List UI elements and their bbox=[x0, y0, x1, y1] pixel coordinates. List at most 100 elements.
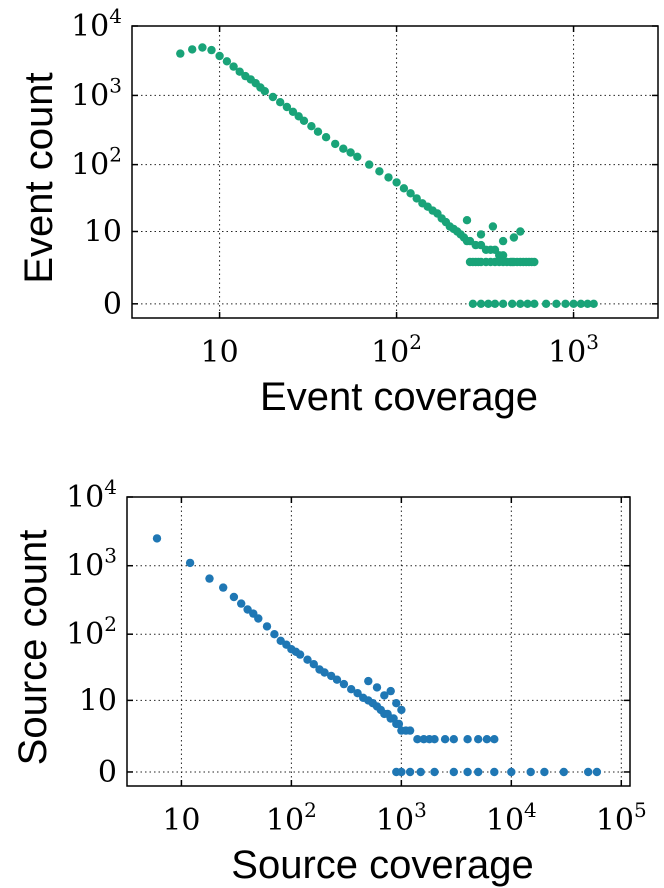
data-point bbox=[412, 194, 421, 203]
data-point bbox=[339, 679, 349, 689]
data-point bbox=[270, 630, 279, 639]
y-tick-label: 0 bbox=[98, 755, 117, 790]
data-point bbox=[405, 726, 415, 735]
data-point bbox=[413, 735, 422, 744]
data-point bbox=[372, 683, 382, 692]
data-point bbox=[219, 583, 228, 592]
data-point bbox=[353, 152, 362, 161]
data-point bbox=[406, 189, 415, 198]
data-point bbox=[498, 236, 508, 246]
data-point bbox=[321, 133, 331, 142]
data-point bbox=[222, 57, 232, 66]
data-point bbox=[262, 622, 272, 631]
data-point bbox=[229, 592, 239, 602]
y-tick-label: 102 bbox=[71, 143, 122, 183]
x-tick-label: 10 bbox=[200, 335, 238, 370]
data-point bbox=[394, 719, 404, 729]
data-point bbox=[592, 767, 602, 777]
data-point bbox=[488, 222, 498, 231]
data-point bbox=[508, 299, 517, 308]
x-tick-label: 104 bbox=[486, 798, 537, 838]
data-point bbox=[268, 92, 278, 102]
data-point bbox=[299, 116, 309, 126]
data-point bbox=[541, 299, 551, 308]
data-point bbox=[561, 299, 570, 308]
data-point bbox=[282, 102, 292, 112]
x-tick-label: 105 bbox=[596, 798, 647, 838]
data-point bbox=[526, 767, 535, 777]
data-point bbox=[584, 767, 593, 777]
data-point bbox=[482, 735, 492, 744]
data-point bbox=[364, 676, 373, 686]
data-point bbox=[397, 705, 406, 715]
data-point bbox=[303, 655, 312, 664]
data-point bbox=[215, 51, 224, 61]
data-point bbox=[347, 685, 356, 694]
data-point bbox=[320, 668, 329, 677]
plot-frame bbox=[126, 496, 631, 787]
data-point bbox=[384, 173, 393, 182]
data-point bbox=[530, 299, 539, 308]
x-axis-label: Source coverage bbox=[231, 843, 533, 887]
x-axis-label: Event coverage bbox=[260, 375, 538, 419]
data-point bbox=[490, 735, 499, 744]
data-point bbox=[229, 62, 238, 71]
data-point bbox=[484, 299, 493, 308]
data-point bbox=[176, 49, 185, 58]
data-point bbox=[498, 299, 508, 308]
data-point bbox=[237, 599, 246, 608]
data-point bbox=[474, 735, 483, 744]
data-point bbox=[430, 767, 439, 777]
data-point bbox=[313, 127, 323, 136]
x-tick-label: 103 bbox=[376, 798, 427, 838]
y-tick-label: 10 bbox=[84, 214, 122, 249]
scatter-points bbox=[176, 43, 598, 308]
data-point bbox=[476, 299, 486, 308]
data-point bbox=[576, 299, 586, 308]
x-tick-label: 102 bbox=[266, 798, 317, 838]
data-point bbox=[392, 178, 401, 187]
data-point bbox=[474, 767, 483, 777]
data-point bbox=[440, 735, 450, 744]
data-point bbox=[476, 230, 486, 239]
data-point bbox=[416, 767, 425, 777]
data-point bbox=[463, 767, 472, 777]
data-point bbox=[276, 98, 285, 107]
data-point bbox=[307, 122, 316, 131]
data-point bbox=[449, 735, 458, 744]
data-point bbox=[260, 87, 269, 96]
data-point bbox=[254, 614, 263, 623]
data-point bbox=[468, 299, 478, 308]
data-point bbox=[559, 767, 568, 777]
chart-1: 10 102 103 0 10 102 103 104 Event coverage Event … bbox=[17, 4, 659, 419]
data-point bbox=[509, 233, 519, 242]
data-point bbox=[205, 574, 214, 583]
data-point bbox=[589, 299, 598, 308]
data-point bbox=[188, 45, 197, 54]
data-point bbox=[392, 699, 401, 708]
y-tick-label: 103 bbox=[66, 544, 117, 584]
data-point bbox=[295, 650, 305, 659]
x-tick-label: 103 bbox=[548, 330, 599, 370]
data-point bbox=[346, 148, 355, 157]
data-point bbox=[516, 227, 525, 236]
data-point bbox=[185, 558, 195, 568]
data-point bbox=[449, 767, 458, 777]
data-point bbox=[399, 184, 409, 193]
data-point bbox=[530, 257, 539, 267]
data-point bbox=[386, 686, 395, 696]
data-point bbox=[463, 735, 472, 744]
data-point bbox=[397, 767, 406, 777]
data-point bbox=[462, 216, 472, 225]
y-axis-label: Source count bbox=[11, 530, 55, 766]
data-point bbox=[339, 144, 348, 153]
data-point bbox=[569, 299, 578, 308]
data-point bbox=[498, 251, 508, 260]
data-point bbox=[540, 767, 549, 777]
data-point bbox=[331, 139, 340, 149]
data-point bbox=[365, 160, 374, 169]
data-point bbox=[152, 534, 162, 543]
data-point bbox=[523, 299, 532, 308]
y-tick-label: 0 bbox=[103, 287, 122, 322]
